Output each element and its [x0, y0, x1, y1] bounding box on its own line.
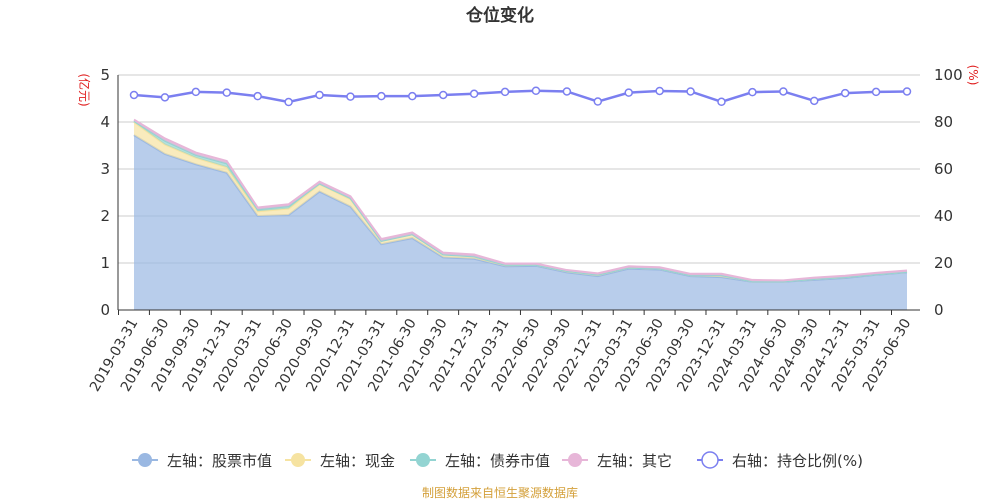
source-note: 制图数据来自恒生聚源数据库: [422, 485, 578, 500]
left-axis-label: (亿元): [77, 73, 92, 106]
left-tick-label: 0: [100, 301, 110, 319]
right-tick-label: 0: [934, 301, 944, 319]
legend-label: 左轴：股票市值: [167, 452, 272, 470]
ratio-point: [438, 90, 448, 100]
ratio-point: [902, 87, 912, 96]
right-axis-label: (%): [966, 65, 980, 86]
ratio-point: [346, 92, 355, 101]
ratio-point: [686, 87, 695, 96]
ratio-point: [655, 86, 664, 96]
ratio-point: [377, 91, 386, 101]
legend-marker-icon: [568, 453, 582, 467]
legend-item[interactable]: 左轴：股票市值: [132, 452, 272, 470]
ratio-point: [500, 87, 510, 97]
ratio-point: [284, 97, 293, 107]
ratio-point: [469, 89, 479, 99]
left-tick-label: 3: [100, 160, 110, 178]
right-tick-label: 100: [934, 66, 963, 84]
left-tick-label: 5: [100, 66, 110, 84]
legend-label: 左轴：现金: [320, 452, 395, 470]
legend-marker-icon: [416, 453, 430, 467]
legend-item[interactable]: 左轴：其它: [562, 452, 672, 470]
legend-item[interactable]: 左轴：债券市值: [410, 452, 550, 470]
ratio-point: [129, 90, 139, 100]
legend-label: 左轴：其它: [597, 452, 672, 470]
left-tick-label: 1: [100, 254, 110, 272]
area-左轴：股票市值: [134, 135, 907, 310]
chart-title: 仓位变化: [465, 5, 534, 26]
legend-label: 右轴：持仓比例(%): [732, 452, 863, 470]
legend-marker-icon: [291, 453, 305, 467]
right-tick-label: 40: [934, 207, 953, 225]
ratio-point: [253, 91, 262, 101]
ratio-point: [717, 97, 726, 107]
right-tick-label: 20: [934, 254, 953, 272]
ratio-point: [779, 87, 788, 96]
ratio-point: [408, 91, 417, 101]
legend-item[interactable]: 左轴：现金: [285, 452, 395, 470]
legend-marker-icon: [138, 453, 152, 467]
left-tick-label: 2: [100, 207, 110, 225]
ratio-point: [531, 86, 541, 95]
ratio-point: [871, 87, 881, 97]
ratio-line: [133, 89, 908, 104]
ratio-point: [562, 87, 572, 96]
ratio-point: [593, 97, 603, 106]
ratio-point: [748, 87, 757, 97]
right-tick-label: 60: [934, 160, 953, 178]
ratio-point: [191, 87, 201, 97]
ratio-point: [809, 96, 819, 106]
ratio-point: [840, 88, 850, 98]
ratio-point: [315, 90, 324, 100]
ratio-point: [222, 88, 232, 97]
ratio-point: [160, 93, 170, 102]
right-tick-label: 80: [934, 113, 953, 131]
legend-item[interactable]: 右轴：持仓比例(%): [697, 451, 863, 470]
left-tick-label: 4: [100, 113, 110, 131]
legend-marker-icon: [701, 451, 719, 469]
legend-label: 左轴：债券市值: [445, 452, 550, 470]
ratio-point: [624, 88, 633, 97]
area-edge-左轴：其它: [133, 118, 908, 282]
